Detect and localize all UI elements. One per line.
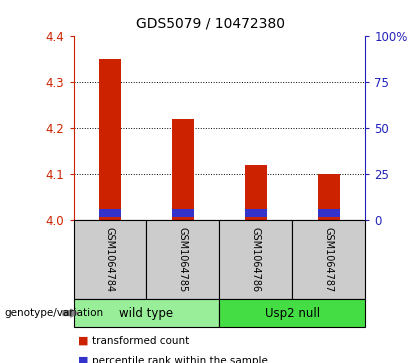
Text: GDS5079 / 10472380: GDS5079 / 10472380	[136, 16, 284, 30]
Bar	[172, 209, 194, 217]
Text: GSM1064785: GSM1064785	[178, 227, 188, 292]
Text: GSM1064784: GSM1064784	[105, 227, 115, 292]
Bar	[245, 209, 267, 217]
Bar	[318, 209, 340, 217]
Text: transformed count: transformed count	[92, 336, 190, 346]
Bar	[172, 119, 194, 220]
Text: wild type: wild type	[119, 307, 173, 319]
Text: Usp2 null: Usp2 null	[265, 307, 320, 319]
Text: percentile rank within the sample: percentile rank within the sample	[92, 356, 268, 363]
Text: GSM1064786: GSM1064786	[251, 227, 261, 292]
Text: ■: ■	[78, 336, 88, 346]
Bar	[99, 59, 121, 220]
Bar	[245, 165, 267, 220]
Text: GSM1064787: GSM1064787	[324, 227, 334, 292]
Text: genotype/variation: genotype/variation	[4, 308, 103, 318]
Bar	[318, 174, 340, 220]
Bar	[99, 209, 121, 217]
Text: ■: ■	[78, 356, 88, 363]
